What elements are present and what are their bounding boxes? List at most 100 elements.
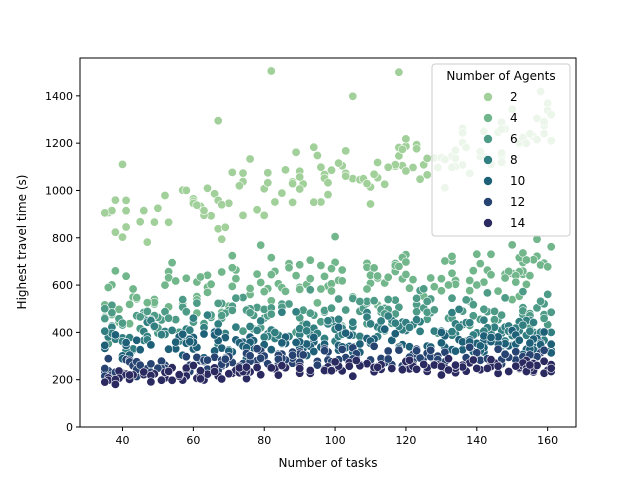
data-point [259, 287, 269, 297]
data-point [465, 342, 475, 352]
data-point [238, 326, 248, 336]
x-axis-ticks: 40 60 80 100 120 140 160 [116, 427, 558, 447]
data-point [429, 305, 439, 315]
data-point [245, 351, 255, 361]
data-point [277, 307, 287, 317]
data-point [188, 313, 198, 323]
data-point [266, 345, 276, 355]
legend: Number of Agents 2 4 6 8 10 12 14 [431, 63, 571, 237]
data-point [203, 287, 213, 297]
data-point [181, 185, 191, 195]
data-point [302, 326, 312, 336]
data-point [192, 298, 202, 308]
data-point [397, 144, 407, 154]
data-point [280, 286, 290, 296]
data-point [100, 304, 110, 314]
legend-marker [483, 92, 493, 102]
data-point [185, 337, 195, 347]
data-point [227, 167, 237, 177]
data-point [415, 174, 425, 184]
data-point [443, 280, 453, 290]
data-point [369, 169, 379, 179]
data-point [167, 375, 177, 385]
data-point [103, 354, 113, 364]
x-tick-label: 80 [257, 434, 271, 447]
data-point [132, 335, 142, 345]
data-point [199, 206, 209, 216]
legend-box [431, 63, 571, 237]
data-point [539, 356, 549, 366]
data-point [404, 283, 414, 293]
data-point [454, 322, 464, 332]
data-point [238, 210, 248, 220]
data-point [436, 327, 446, 337]
data-point [341, 328, 351, 338]
data-point [436, 361, 446, 371]
data-point [525, 271, 535, 281]
data-point [387, 363, 397, 373]
data-point [507, 240, 517, 250]
data-point [341, 305, 351, 315]
data-point [213, 327, 223, 337]
data-point [252, 269, 262, 279]
x-tick-label: 160 [537, 434, 558, 447]
data-point [436, 274, 446, 284]
data-point [227, 263, 237, 273]
data-point [500, 293, 510, 303]
data-point [181, 352, 191, 362]
data-point [355, 296, 365, 306]
data-point [121, 206, 131, 216]
data-point [203, 310, 213, 320]
data-point [450, 360, 460, 370]
data-point [178, 329, 188, 339]
data-point [227, 251, 237, 261]
data-point [316, 260, 326, 270]
y-tick-label: 1000 [45, 184, 73, 197]
data-point [365, 199, 375, 209]
data-point [153, 203, 163, 213]
data-point [334, 322, 344, 332]
data-point [259, 210, 269, 220]
data-point [543, 262, 553, 272]
data-point [220, 222, 230, 232]
data-point [472, 363, 482, 373]
data-point [394, 67, 404, 77]
data-point [394, 345, 404, 355]
data-point [164, 344, 174, 354]
data-point [252, 362, 262, 372]
data-point [121, 271, 131, 281]
data-point [256, 370, 266, 380]
data-point [493, 344, 503, 354]
data-point [404, 322, 414, 332]
data-point [135, 345, 145, 355]
data-point [100, 363, 110, 373]
data-point [404, 355, 414, 365]
x-axis-label: Number of tasks [279, 456, 378, 470]
data-point [436, 338, 446, 348]
data-point [213, 319, 223, 329]
data-point [401, 257, 411, 267]
data-point [295, 363, 305, 373]
data-point [217, 311, 227, 321]
data-point [188, 360, 198, 370]
data-point [181, 273, 191, 283]
data-point [373, 158, 383, 168]
data-point [252, 344, 262, 354]
data-point [157, 375, 167, 385]
data-point [546, 363, 556, 373]
data-point [135, 312, 145, 322]
data-point [242, 362, 252, 372]
legend-item: 10 [483, 174, 525, 188]
data-point [518, 287, 528, 297]
data-point [412, 293, 422, 303]
data-point [365, 319, 375, 329]
data-point [139, 367, 149, 377]
data-point [475, 259, 485, 269]
data-point [118, 318, 128, 328]
x-tick-label: 60 [186, 434, 200, 447]
data-point [164, 217, 174, 227]
data-point [270, 327, 280, 337]
data-point [546, 242, 556, 252]
data-point [412, 315, 422, 325]
data-point [263, 168, 273, 178]
